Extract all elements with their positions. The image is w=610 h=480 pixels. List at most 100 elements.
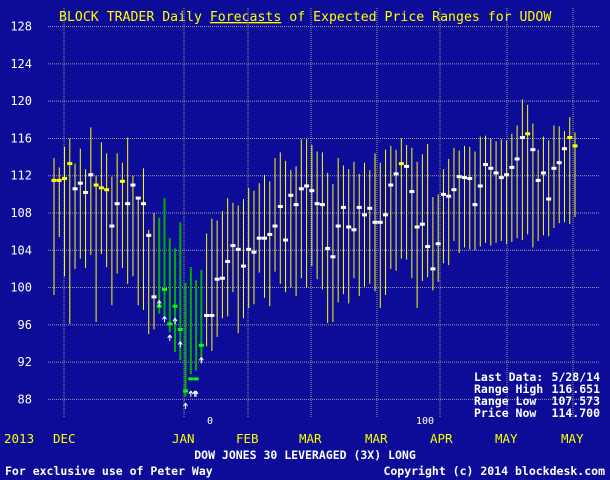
price-mark [119, 179, 125, 183]
price-mark [193, 377, 199, 381]
price-mark [114, 202, 120, 206]
price-mark [188, 377, 194, 381]
price-mark [172, 304, 178, 308]
price-mark [477, 184, 483, 188]
buy-arrow [167, 334, 173, 341]
price-mark [204, 314, 210, 317]
price-mark [414, 225, 420, 229]
price-mark [198, 343, 204, 347]
chart-title: BLOCK TRADER Daily Forecasts of Expected… [59, 10, 551, 25]
footer-left: For exclusive use of Peter Way [5, 464, 213, 478]
x-tick-label: FEB [236, 431, 259, 446]
price-mark [256, 236, 262, 240]
price-mark [146, 233, 152, 237]
footer-right: Copyright (c) 2014 blockdesk.com [383, 464, 605, 478]
price-mark [288, 193, 294, 197]
title-part-2: Forecasts [210, 10, 281, 25]
price-mark [398, 162, 404, 166]
price-mark [535, 178, 541, 182]
price-mark [325, 246, 331, 250]
x-axis-label: DOW JONES 30 LEVERAGED (3X) LONG [194, 448, 416, 462]
price-mark [51, 178, 57, 182]
price-mark [283, 238, 289, 242]
price-mark [177, 327, 183, 331]
price-mark [98, 186, 104, 190]
price-mark [446, 194, 452, 198]
x-axis: 2013 DEC JAN FEB MAR MAR APR MAY MAY [4, 431, 584, 446]
price-now-label: Price Now [474, 406, 536, 420]
range-low-value: 107.573 [552, 394, 601, 408]
price-mark [409, 190, 415, 194]
price-mark [67, 162, 73, 166]
price-mark [319, 203, 325, 207]
axis-marker-0: 0 [207, 416, 213, 427]
price-mark [240, 264, 246, 268]
price-now-value: 114.700 [552, 406, 601, 420]
x-tick-label: APR [430, 431, 453, 446]
price-mark [572, 144, 578, 148]
price-mark [277, 204, 283, 208]
x-tick-label: MAR [299, 431, 322, 446]
price-mark [567, 136, 573, 140]
price-mark [214, 277, 220, 281]
price-mark [514, 157, 520, 161]
range-high-value: 116.651 [552, 382, 601, 396]
price-mark [183, 389, 189, 393]
x-tick-label: MAY [561, 431, 584, 446]
price-mark [104, 188, 110, 192]
x-tick-label: MAY [495, 431, 518, 446]
range-high-label: Range High [474, 382, 543, 396]
price-mark [488, 166, 494, 170]
price-mark [356, 205, 362, 209]
buy-arrow [198, 357, 204, 364]
price-mark [467, 177, 473, 181]
price-mark [498, 176, 504, 180]
y-tick-label: 88 [18, 392, 32, 406]
price-mark [530, 148, 536, 152]
price-mark [388, 183, 394, 187]
price-mark [361, 213, 367, 217]
x-tick-label: MAR [365, 431, 388, 446]
price-mark [235, 247, 241, 251]
price-mark [509, 165, 515, 169]
price-mark [93, 183, 99, 187]
title-part-3: of Expected Price Ranges for UDOW [281, 10, 551, 25]
y-tick-label: 108 [10, 206, 32, 220]
last-data-value: 5/28/14 [552, 370, 601, 384]
price-mark [88, 173, 94, 177]
price-mark [225, 259, 231, 263]
price-mark [393, 172, 399, 176]
price-mark [440, 192, 446, 196]
price-mark [430, 267, 436, 271]
x-tick-label: DEC [53, 431, 76, 446]
y-tick-label: 92 [18, 355, 32, 369]
y-tick-label: 104 [10, 243, 32, 257]
price-marks [51, 132, 578, 393]
price-mark [367, 206, 373, 210]
price-mark [461, 176, 467, 180]
y-tick-label: 128 [10, 20, 32, 34]
price-mark [346, 225, 352, 229]
price-mark [219, 276, 225, 280]
buy-arrow [162, 316, 167, 323]
price-mark [62, 177, 68, 181]
buy-arrow [188, 390, 194, 397]
price-mark [483, 163, 489, 167]
price-mark [298, 187, 304, 191]
price-mark [230, 244, 236, 248]
y-tick-label: 100 [10, 281, 32, 295]
price-mark [209, 314, 215, 317]
x-tick-label: 2013 [4, 431, 34, 446]
price-mark [246, 247, 252, 251]
price-mark [556, 161, 562, 165]
price-mark [561, 147, 567, 151]
info-box: Last Data: 5/28/14 Range High 116.651 Ra… [474, 370, 600, 420]
price-mark [140, 202, 146, 206]
y-axis: 88 92 96 100 104 108 112 116 120 124 128 [10, 20, 32, 407]
price-mark [130, 183, 136, 187]
y-tick-label: 96 [18, 318, 32, 332]
price-mark [314, 202, 320, 206]
price-mark [383, 213, 389, 217]
price-mark [267, 232, 273, 236]
grid [48, 8, 600, 418]
